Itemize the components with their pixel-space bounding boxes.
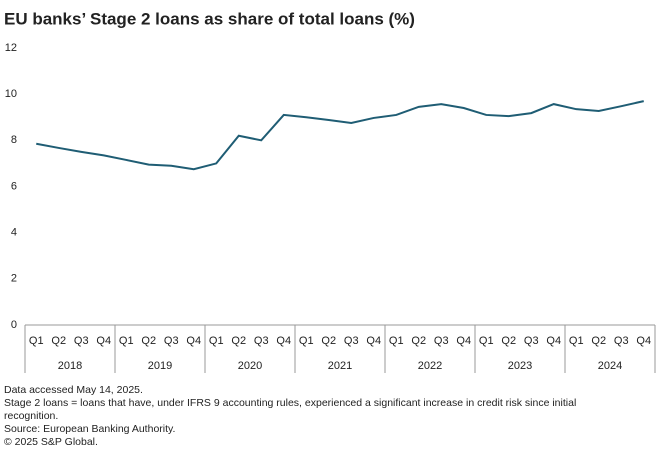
chart: EU banks’ Stage 2 loans as share of tota… bbox=[4, 9, 656, 373]
x-group-label: 2022 bbox=[418, 360, 442, 372]
x-tick-label: Q2 bbox=[141, 335, 156, 347]
x-tick-label: Q1 bbox=[389, 335, 404, 347]
x-tick-label: Q2 bbox=[591, 335, 606, 347]
y-tick-label: 4 bbox=[11, 227, 17, 239]
x-tick-label: Q4 bbox=[546, 335, 561, 347]
x-tick-label: Q2 bbox=[411, 335, 426, 347]
notes: Data accessed May 14, 2025. Stage 2 loans… bbox=[4, 384, 624, 449]
x-tick-label: Q4 bbox=[456, 335, 471, 347]
x-tick-label: Q3 bbox=[74, 335, 89, 347]
x-group-label: 2021 bbox=[328, 360, 352, 372]
x-tick-label: Q4 bbox=[186, 335, 201, 347]
y-tick-label: 2 bbox=[11, 273, 17, 285]
x-tick-label: Q2 bbox=[231, 335, 246, 347]
x-tick-label: Q3 bbox=[164, 335, 179, 347]
note: Source: European Banking Authority. bbox=[4, 423, 176, 435]
x-tick-label: Q1 bbox=[29, 335, 44, 347]
x-group-label: 2019 bbox=[148, 360, 172, 372]
y-tick-label: 10 bbox=[5, 88, 17, 100]
y-tick-label: 0 bbox=[11, 319, 17, 331]
y-tick-label: 12 bbox=[5, 42, 17, 54]
x-group-label: 2018 bbox=[58, 360, 82, 372]
x-tick-label: Q1 bbox=[209, 335, 224, 347]
y-tick-label: 8 bbox=[11, 134, 17, 146]
x-tick-label: Q1 bbox=[119, 335, 134, 347]
x-tick-label: Q2 bbox=[501, 335, 516, 347]
x-tick-label: Q3 bbox=[614, 335, 629, 347]
x-tick-label: Q4 bbox=[636, 335, 651, 347]
y-tick-label: 6 bbox=[11, 180, 17, 192]
data-line bbox=[36, 100, 644, 171]
x-tick-label: Q3 bbox=[434, 335, 449, 347]
note: Data accessed May 14, 2025. bbox=[4, 384, 143, 396]
x-tick-label: Q4 bbox=[96, 335, 111, 347]
x-tick-label: Q3 bbox=[524, 335, 539, 347]
x-tick-label: Q4 bbox=[366, 335, 381, 347]
note: © 2025 S&P Global. bbox=[4, 436, 98, 448]
x-group-label: 2020 bbox=[238, 360, 262, 372]
x-tick-label: Q3 bbox=[344, 335, 359, 347]
chart-title: EU banks’ Stage 2 loans as share of tota… bbox=[4, 9, 415, 28]
x-tick-label: Q1 bbox=[299, 335, 314, 347]
x-tick-label: Q3 bbox=[254, 335, 269, 347]
x-tick-label: Q2 bbox=[51, 335, 66, 347]
note: Stage 2 loans = loans that have, under I… bbox=[4, 397, 577, 422]
x-group-label: 2023 bbox=[508, 360, 532, 372]
x-tick-label: Q2 bbox=[321, 335, 336, 347]
x-group-label: 2024 bbox=[598, 360, 622, 372]
x-tick-label: Q4 bbox=[276, 335, 291, 347]
x-tick-label: Q1 bbox=[479, 335, 494, 347]
x-tick-label: Q1 bbox=[569, 335, 584, 347]
